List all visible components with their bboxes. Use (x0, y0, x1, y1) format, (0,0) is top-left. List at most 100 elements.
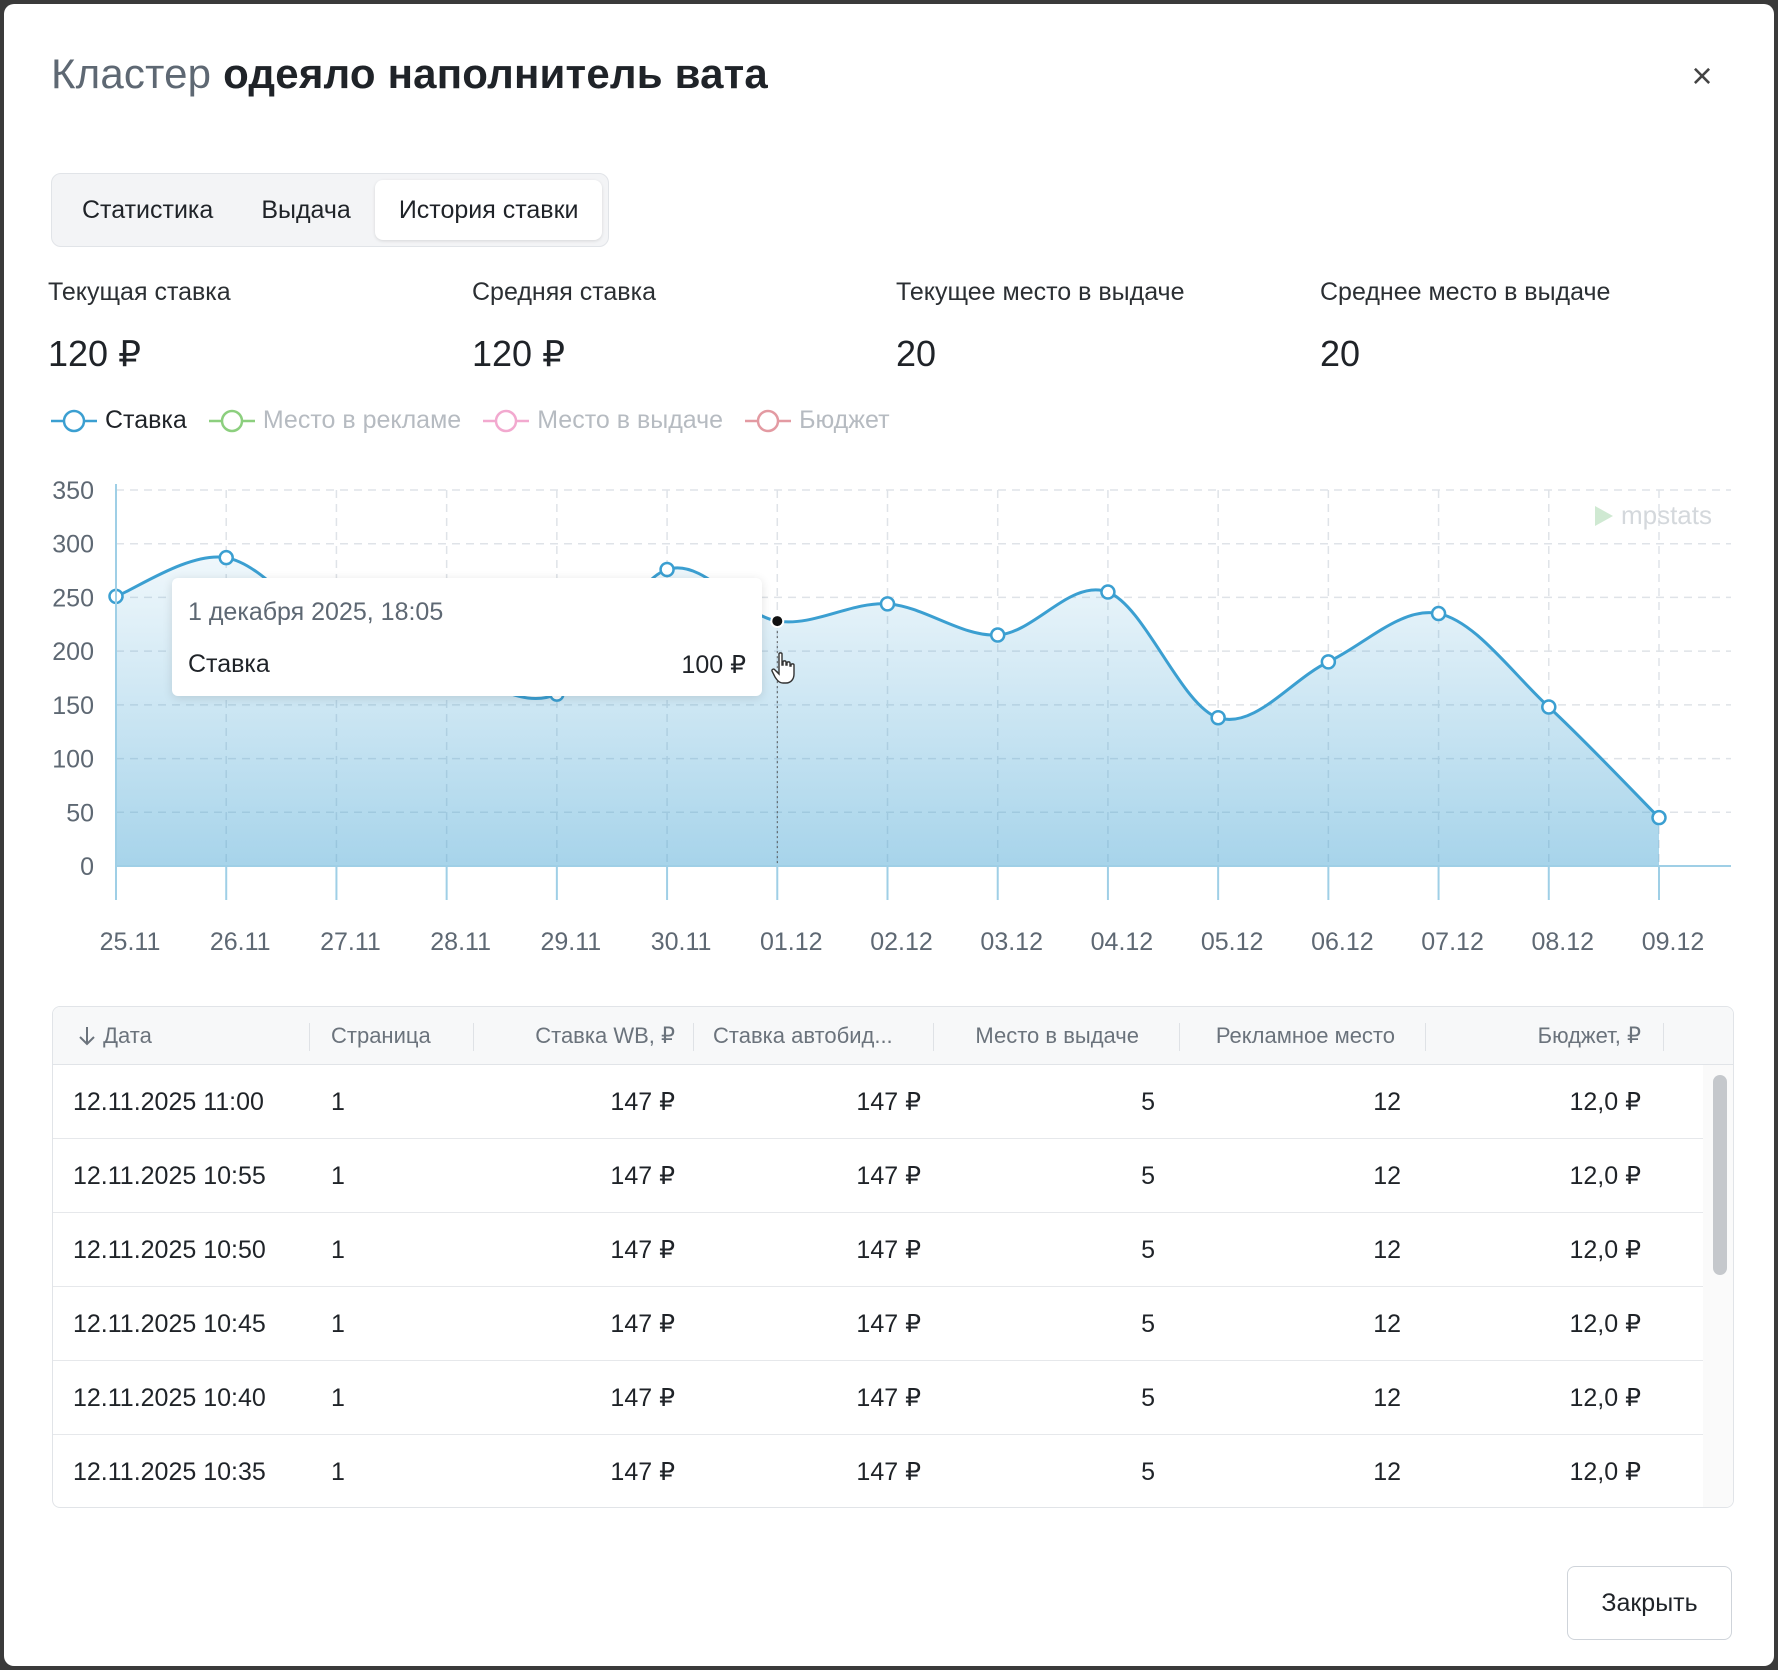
cell-ad-position: 12 (1373, 1162, 1401, 1190)
column-divider (933, 1023, 934, 1051)
cell-autobid: 147 ₽ (856, 1310, 921, 1338)
y-tick-label: 250 (52, 584, 94, 612)
legend-label: Бюджет (799, 406, 890, 434)
column-header-autobid[interactable]: Ставка автобид... (713, 1023, 893, 1048)
x-tick-label: 05.12 (1201, 928, 1264, 956)
tooltip-date: 1 декабря 2025, 18:05 (188, 598, 444, 626)
data-point (1320, 654, 1337, 670)
y-tick-label: 0 (80, 853, 94, 881)
cell-wb-bid: 147 ₽ (610, 1162, 675, 1190)
legend-marker-icon (51, 409, 97, 432)
data-point (659, 561, 675, 578)
legend-marker-icon (208, 409, 255, 432)
stat-average-position: Среднее место в выдаче 20 (1320, 278, 1610, 375)
close-button[interactable]: Закрыть (1567, 1566, 1732, 1640)
tab-serp[interactable]: Выдача (261, 195, 351, 224)
tooltip-series: Ставка (188, 650, 270, 678)
cell-page: 1 (331, 1236, 345, 1264)
table-row[interactable]: 12.11.2025 10:55 1 147 ₽ 147 ₽ 5 12 12,0… (53, 1139, 1703, 1213)
stat-average-bid: Средняя ставка 120 ₽ (472, 278, 656, 375)
legend-label: Место в выдаче (537, 406, 724, 434)
legend-marker-icon (745, 409, 792, 432)
data-point (989, 627, 1006, 643)
x-tick-label: 07.12 (1421, 928, 1484, 956)
cell-date: 12.11.2025 10:35 (73, 1458, 266, 1486)
column-header-date[interactable]: Дата (77, 1007, 152, 1065)
cell-budget: 12,0 ₽ (1569, 1236, 1641, 1264)
column-header-wb-bid[interactable]: Ставка WB, ₽ (535, 1023, 675, 1048)
cell-budget: 12,0 ₽ (1569, 1162, 1641, 1190)
column-label: Дата (103, 1023, 152, 1048)
chart-tooltip: 1 декабря 2025, 18:05 Ставка 100 ₽ (172, 578, 762, 696)
modal-title: Кластер одеяло наполнитель вата (51, 50, 768, 98)
stat-value: 20 (896, 333, 937, 374)
column-header-serp-position[interactable]: Место в выдаче (975, 1023, 1139, 1048)
y-tick-label: 200 (52, 638, 94, 666)
mpstats-logo-icon (1594, 505, 1613, 526)
cluster-name: одеяло наполнитель вата (223, 50, 768, 97)
legend-item-budget[interactable]: Бюджет (745, 406, 890, 435)
stat-current-bid: Текущая ставка 120 ₽ (48, 278, 231, 375)
stat-label: Среднее место в выдаче (1320, 278, 1611, 306)
legend-item-serp-position[interactable]: Место в выдаче (483, 406, 723, 435)
x-tick-label: 06.12 (1311, 928, 1374, 956)
cell-serp-position: 5 (1141, 1088, 1155, 1116)
table-row[interactable]: 12.11.2025 10:50 1 147 ₽ 147 ₽ 5 12 12,0… (53, 1213, 1703, 1287)
cell-ad-position: 12 (1373, 1458, 1401, 1486)
scrollbar-thumb[interactable] (1713, 1075, 1727, 1275)
tab-bid-history[interactable]: История ставки (374, 180, 603, 240)
cell-autobid: 147 ₽ (856, 1458, 921, 1486)
cell-budget: 12,0 ₽ (1569, 1088, 1641, 1116)
bid-history-modal: Кластер одеяло наполнитель вата × Статис… (4, 4, 1774, 1666)
x-tick-label: 29.11 (540, 928, 601, 956)
cell-page: 1 (331, 1458, 345, 1486)
legend-item-bid[interactable]: Ставка (51, 406, 187, 435)
cell-autobid: 147 ₽ (856, 1088, 921, 1116)
stat-label: Текущее место в выдаче (896, 278, 1185, 306)
cell-serp-position: 5 (1141, 1162, 1155, 1190)
legend-item-ad-position[interactable]: Место в рекламе (208, 406, 462, 435)
column-header-page[interactable]: Страница (331, 1023, 431, 1048)
hand-cursor-icon (771, 652, 795, 684)
data-point (1541, 699, 1557, 715)
watermark-text: mpstats (1620, 500, 1712, 530)
cell-budget: 12,0 ₽ (1569, 1458, 1641, 1486)
close-icon[interactable]: × (1691, 55, 1713, 96)
table-row[interactable]: 12.11.2025 10:40 1 147 ₽ 147 ₽ 5 12 12,0… (53, 1361, 1703, 1435)
x-tick-label: 08.12 (1532, 928, 1595, 956)
cell-autobid: 147 ₽ (856, 1384, 921, 1412)
x-tick-label: 03.12 (980, 928, 1043, 956)
y-tick-label: 300 (52, 531, 94, 559)
x-tick-label: 01.12 (760, 928, 823, 956)
tab-bar: Статистика Выдача История ставки (51, 173, 610, 247)
cell-serp-position: 5 (1141, 1236, 1155, 1264)
table-row[interactable]: 12.11.2025 10:35 1 147 ₽ 147 ₽ 5 12 12,0… (53, 1435, 1703, 1507)
column-header-ad-position[interactable]: Рекламное место (1215, 1023, 1395, 1048)
y-tick-label: 150 (52, 692, 94, 720)
data-point (218, 549, 234, 566)
title-prefix: Кластер (51, 50, 212, 97)
cell-date: 12.11.2025 11:00 (73, 1088, 264, 1116)
stat-label: Средняя ставка (472, 278, 656, 306)
legend-label: Ставка (105, 406, 187, 434)
y-tick-label: 350 (52, 477, 94, 505)
column-header-budget[interactable]: Бюджет, ₽ (1537, 1023, 1641, 1048)
stat-value: 20 (1320, 333, 1361, 374)
legend-label: Место в рекламе (262, 406, 462, 434)
tab-statistics[interactable]: Статистика (82, 195, 214, 224)
series-area-fill (116, 556, 1659, 866)
column-divider (1663, 1023, 1664, 1051)
table-row[interactable]: 12.11.2025 10:45 1 147 ₽ 147 ₽ 5 12 12,0… (53, 1287, 1703, 1361)
cell-page: 1 (331, 1088, 345, 1116)
data-point (1210, 709, 1226, 726)
cell-serp-position: 5 (1141, 1384, 1155, 1412)
stat-value: 120 ₽ (472, 333, 565, 374)
column-divider (473, 1023, 474, 1051)
tooltip-value: 100 ₽ (681, 651, 746, 679)
cell-ad-position: 12 (1373, 1384, 1401, 1412)
cell-autobid: 147 ₽ (856, 1162, 921, 1190)
mpstats-watermark: mpstats (1593, 500, 1712, 531)
table-row[interactable]: 12.11.2025 11:00 1 147 ₽ 147 ₽ 5 12 12,0… (53, 1065, 1703, 1139)
table-header: Дата Страница Ставка WB, ₽ Ставка автоби… (53, 1007, 1733, 1065)
column-divider (1425, 1023, 1426, 1051)
